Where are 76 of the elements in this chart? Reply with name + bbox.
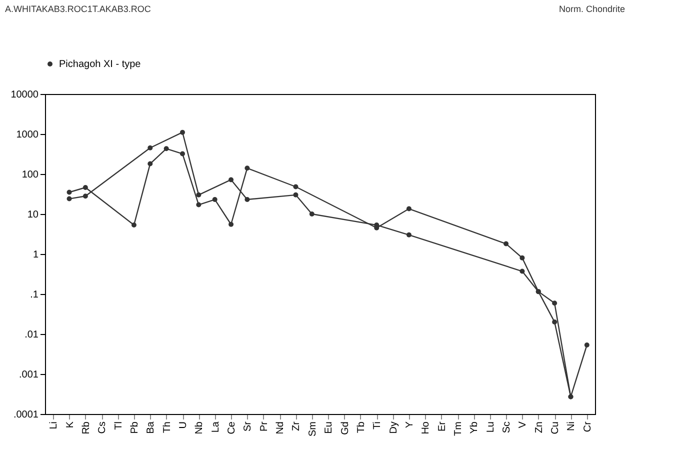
x-tick-label: Ni xyxy=(566,422,578,431)
point xyxy=(180,151,185,156)
x-tick-label: Ti xyxy=(372,422,384,430)
point xyxy=(504,241,509,246)
point xyxy=(552,319,558,324)
x-tick-label: Ba xyxy=(146,421,157,434)
chart-title: A.WHITAKAB3.ROC1T.AKAB3.ROC xyxy=(5,4,152,14)
x-tick-label: Li xyxy=(48,422,60,430)
point xyxy=(584,342,590,348)
point xyxy=(244,197,250,202)
y-tick-label: 1000 xyxy=(16,130,39,140)
x-tick-label: Sc xyxy=(502,422,513,434)
y-tick-label: 1 xyxy=(32,250,39,260)
x-tick-label: Eu xyxy=(324,422,335,434)
point xyxy=(552,300,558,306)
point xyxy=(196,192,202,198)
x-tick-label: Tb xyxy=(356,421,367,434)
x-tick-label: Cu xyxy=(550,422,562,434)
y-tick-label: .1 xyxy=(30,290,39,300)
point xyxy=(180,130,185,135)
point xyxy=(309,212,314,216)
point xyxy=(66,196,72,202)
x-tick-label: Tl xyxy=(113,422,124,430)
x-tick-label: U xyxy=(178,422,189,429)
x-tick-label: Pr xyxy=(258,420,270,432)
x-tick-label: Sm xyxy=(307,422,318,436)
x-tick-label: Ce xyxy=(226,421,238,434)
x-tick-label: Gd xyxy=(340,422,351,435)
point xyxy=(212,197,218,202)
point xyxy=(520,255,525,260)
y-tick-label: 100 xyxy=(22,170,39,180)
point xyxy=(164,146,169,152)
point xyxy=(148,161,153,166)
y-tick-label: .01 xyxy=(24,330,39,340)
x-tick-label: Ho xyxy=(420,421,432,434)
point xyxy=(406,206,412,212)
point xyxy=(228,222,234,227)
point xyxy=(196,202,202,208)
y-tick-label: .0001 xyxy=(13,410,39,420)
x-tick-label: Tm xyxy=(453,422,464,436)
point xyxy=(131,222,136,228)
x-tick-label: Dy xyxy=(388,422,400,434)
point xyxy=(568,394,574,400)
x-tick-label: K xyxy=(64,421,76,428)
x-tick-label: Zn xyxy=(534,422,545,434)
point xyxy=(66,190,72,195)
point xyxy=(293,184,298,190)
point xyxy=(148,145,153,150)
x-tick-label: V xyxy=(518,421,529,428)
x-tick-label: Sr xyxy=(242,420,254,432)
x-tick-label: Th xyxy=(162,422,173,434)
x-tick-label: Zr xyxy=(291,420,302,431)
x-tick-label: Yb xyxy=(469,421,480,434)
x-tick-label: Cs xyxy=(97,422,108,434)
x-tick-label: Y xyxy=(404,421,416,428)
x-tick-label: Er xyxy=(436,420,448,432)
point xyxy=(406,232,412,238)
point xyxy=(228,177,234,182)
x-tick-label: Cr xyxy=(582,420,594,432)
x-tick-label: La xyxy=(210,421,222,433)
legend-label: Pichagoh XI - type xyxy=(59,59,142,70)
x-tick-label: Nd xyxy=(275,422,286,434)
chart-subtitle: Norm. Chondrite xyxy=(558,4,625,14)
y-tick-label: 10 xyxy=(27,210,39,220)
x-tick-label: Rb xyxy=(80,421,92,434)
y-tick-label: .001 xyxy=(19,370,39,380)
x-tick-label: Pb xyxy=(129,421,140,434)
point xyxy=(293,192,298,198)
x-tick-label: Lu xyxy=(485,422,496,433)
y-tick-label: 10000 xyxy=(10,90,39,100)
point xyxy=(82,184,88,190)
point xyxy=(536,289,541,294)
point xyxy=(82,194,88,199)
x-tick-label: Nb xyxy=(194,421,206,434)
point xyxy=(244,166,250,171)
point xyxy=(520,268,525,274)
